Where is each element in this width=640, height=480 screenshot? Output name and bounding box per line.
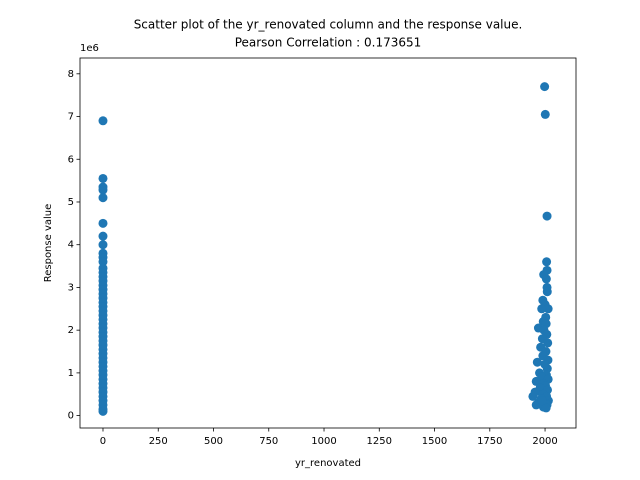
- scatter-point: [543, 338, 553, 348]
- y-tick-label: 6: [68, 154, 74, 165]
- scatter-point: [542, 287, 552, 297]
- scatter-point: [98, 185, 108, 195]
- y-tick-label: 1: [68, 368, 74, 379]
- y-tick-label: 0: [68, 411, 74, 422]
- y-tick-label: 3: [68, 282, 74, 293]
- x-tick-label: 1750: [477, 436, 502, 447]
- scatter-point: [541, 274, 551, 284]
- x-tick-label: 0: [100, 436, 106, 447]
- y-tick-label: 2: [68, 325, 74, 336]
- scatter-point: [98, 218, 108, 228]
- scatter-point: [98, 173, 108, 183]
- x-axis-label: yr_renovated: [295, 458, 361, 469]
- y-offset-label: 1e6: [80, 43, 99, 54]
- x-tick-label: 1000: [311, 436, 336, 447]
- y-tick-label: 4: [68, 240, 74, 251]
- scatter-point: [542, 211, 552, 221]
- chart-subtitle: Pearson Correlation : 0.173651: [235, 36, 422, 50]
- x-tick-label: 750: [259, 436, 278, 447]
- scatter-point: [98, 257, 108, 267]
- x-tick-label: 250: [149, 436, 168, 447]
- scatter-point: [531, 376, 541, 386]
- y-tick-label: 7: [68, 112, 74, 123]
- x-tick-label: 1500: [422, 436, 447, 447]
- x-tick-label: 1250: [367, 436, 392, 447]
- scatter-point: [98, 406, 108, 416]
- x-tick-label: 2000: [532, 436, 557, 447]
- scatter-point: [537, 396, 547, 406]
- scatter-point: [542, 257, 552, 267]
- scatter-point: [540, 82, 550, 92]
- scatter-point: [98, 116, 108, 126]
- axes-frame: [79, 57, 577, 429]
- y-axis-label: Response value: [43, 204, 54, 283]
- scatter-point: [537, 304, 547, 314]
- scatter-point: [532, 357, 542, 367]
- y-tick-label: 5: [68, 197, 74, 208]
- scatter-point: [98, 240, 108, 250]
- y-tick-label: 8: [68, 69, 74, 80]
- chart-title: Scatter plot of the yr_renovated column …: [134, 18, 523, 32]
- scatter-point: [98, 231, 108, 241]
- scatter-point: [543, 304, 553, 314]
- scatter-point: [98, 193, 108, 203]
- x-tick-label: 500: [204, 436, 223, 447]
- scatter-point: [541, 403, 551, 413]
- scatter-point: [528, 391, 538, 401]
- scatter-point: [540, 109, 550, 119]
